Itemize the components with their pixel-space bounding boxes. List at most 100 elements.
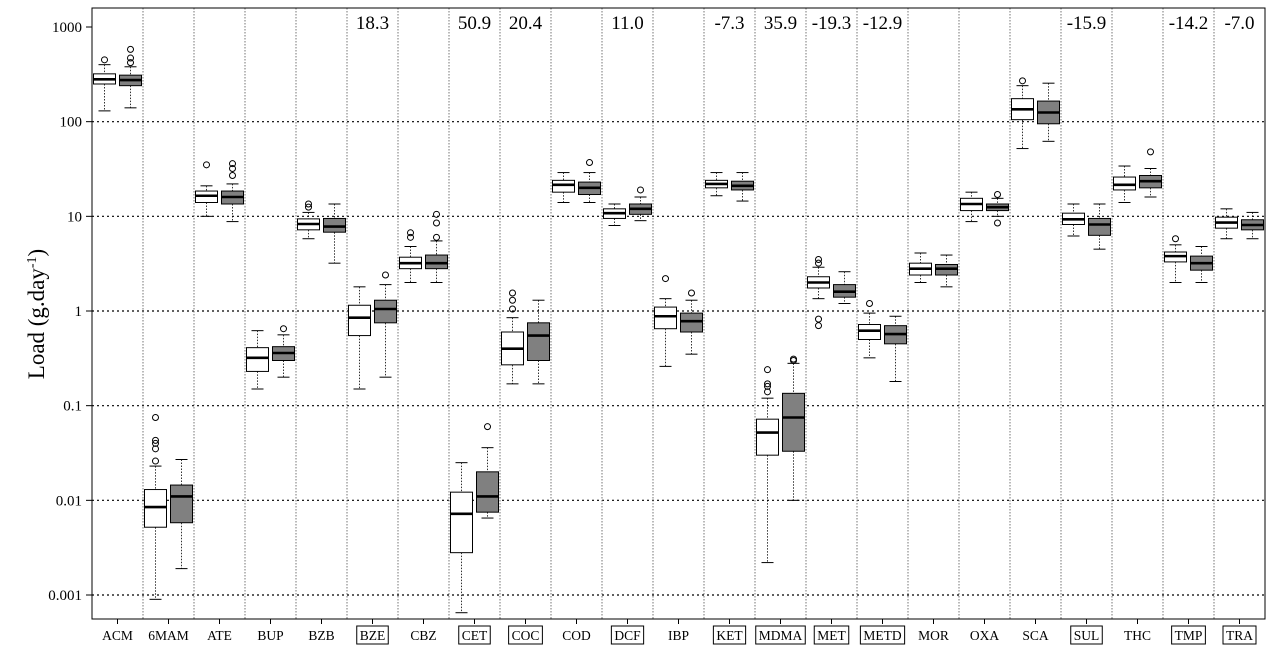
outlier-point	[815, 255, 822, 263]
outlier-point	[815, 315, 822, 323]
box-body	[680, 312, 703, 333]
outlier-point	[127, 59, 134, 67]
outlier-point	[433, 233, 440, 241]
box-series-2	[527, 299, 550, 385]
box-series-1	[654, 275, 677, 367]
x-tick-label-frame	[1070, 625, 1103, 645]
outlier-point	[586, 159, 593, 167]
outlier-point	[994, 219, 1001, 227]
box-series-1	[348, 286, 371, 390]
box-series-1	[450, 462, 473, 614]
box-series-1	[756, 366, 779, 564]
box-series-2	[731, 172, 754, 202]
y-tick-label: 1	[75, 304, 83, 320]
percent-change-label: 18.3	[356, 13, 389, 34]
box-series-2	[1190, 246, 1213, 284]
box-series-2	[782, 355, 805, 501]
outlier-point	[994, 191, 1001, 199]
box-body	[170, 484, 193, 524]
box-series-2	[425, 210, 448, 284]
percent-change-label: 50.9	[458, 13, 491, 34]
x-tick-label: SCA	[1022, 628, 1049, 643]
x-tick-label: MOR	[918, 628, 949, 643]
box-body	[782, 392, 805, 452]
outlier-point	[229, 160, 236, 168]
outlier-point	[509, 289, 516, 297]
x-tick-label-frame	[1222, 625, 1257, 645]
box-series-1	[858, 300, 881, 359]
outlier-point	[305, 203, 312, 211]
box-series-2	[272, 325, 295, 378]
outlier-point	[127, 45, 134, 53]
box-body	[425, 254, 448, 270]
box-series-2	[986, 191, 1009, 227]
x-tick-label: COD	[562, 628, 591, 643]
box-series-1	[603, 203, 626, 227]
x-tick-label-frame	[859, 625, 906, 645]
x-tick-label-frame	[356, 625, 389, 645]
boxes	[93, 45, 1264, 614]
outlier-point	[203, 161, 210, 169]
y-axis-title-close: )	[24, 249, 49, 257]
y-axis: 0.001 0.01 0.1 1 10 100 1000	[48, 20, 92, 604]
box-series-1	[1164, 235, 1187, 284]
x-tick-label: TRA	[1226, 628, 1253, 643]
box-series-2	[374, 271, 397, 378]
box-series-2	[119, 45, 142, 109]
outlier-point	[637, 186, 644, 194]
x-tick-label: IBP	[668, 628, 689, 643]
x-axis: ACM 6MAM ATE BUP BZB BZE CBZ CET COC COD DCF IBP KET…	[102, 619, 1257, 645]
outlier-point	[790, 355, 797, 363]
box-series-2	[476, 423, 499, 519]
box-body	[756, 418, 779, 456]
x-tick-label: MET	[817, 628, 846, 643]
box-body	[858, 324, 881, 340]
outlier-point	[1147, 148, 1154, 156]
outlier-point	[407, 229, 414, 237]
x-tick-label: OXA	[970, 628, 999, 643]
percent-change-label: -15.9	[1067, 13, 1107, 34]
y-tick-label: 0.1	[63, 399, 82, 415]
box-series-2	[884, 315, 907, 383]
box-series-1	[1113, 165, 1136, 203]
x-tick-label: BZB	[308, 628, 334, 643]
outlier-point	[152, 436, 159, 444]
outlier-point	[152, 445, 159, 453]
y-axis-title: Load (g.day-1)	[24, 249, 49, 379]
box-series-1	[705, 172, 728, 197]
box-body	[527, 322, 550, 361]
category-separators	[142, 8, 1215, 619]
box-series-2	[629, 186, 652, 222]
outlier-point	[127, 54, 134, 62]
outlier-point	[764, 380, 771, 388]
percent-change-label: -7.0	[1224, 13, 1254, 34]
outlier-point	[305, 200, 312, 208]
x-tick-label-frame	[508, 625, 543, 645]
x-tick-label: DCF	[614, 628, 641, 643]
x-tick-label: SUL	[1074, 628, 1100, 643]
outlier-point	[433, 210, 440, 218]
x-tick-label-frame	[755, 625, 806, 645]
box-series-2	[323, 203, 346, 264]
outlier-point	[1172, 235, 1179, 243]
box-body	[1113, 176, 1136, 191]
box-series-2	[833, 271, 856, 305]
outlier-point	[152, 457, 159, 465]
outlier-point	[764, 366, 771, 374]
box-series-1	[909, 252, 932, 284]
box-series-1	[144, 413, 167, 600]
x-tick-label: METD	[863, 628, 901, 643]
outlier-point	[152, 413, 159, 421]
x-tick-label-frame	[458, 625, 491, 645]
box-series-1	[399, 229, 422, 284]
box-series-1	[501, 289, 524, 385]
y-tick-label: 100	[60, 115, 83, 131]
x-tick-label: COC	[512, 628, 540, 643]
box-body	[552, 179, 575, 193]
box-body	[654, 306, 677, 330]
x-tick-label: BZE	[360, 628, 386, 643]
box-series-2	[578, 159, 601, 203]
box-series-2	[1139, 148, 1162, 198]
y-tick-label: 0.01	[56, 493, 82, 509]
